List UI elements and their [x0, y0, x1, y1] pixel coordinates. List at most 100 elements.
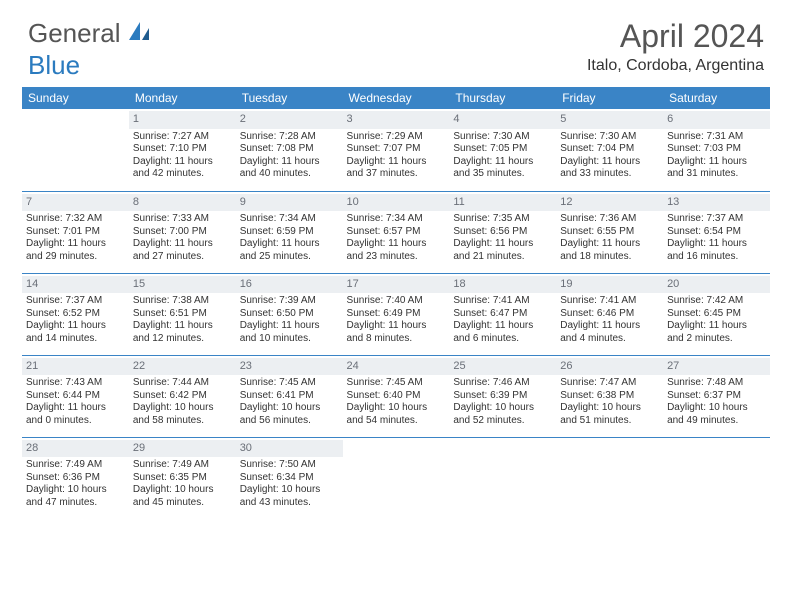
daylight-text: Daylight: 11 hours and 40 minutes. — [240, 156, 339, 181]
weekday-header: Saturday — [663, 87, 770, 109]
sunrise-text: Sunrise: 7:47 AM — [560, 377, 659, 390]
day-number: 19 — [556, 276, 663, 294]
day-number: 29 — [129, 440, 236, 458]
calendar-cell: 18Sunrise: 7:41 AMSunset: 6:47 PMDayligh… — [449, 273, 556, 355]
brand-logo: General — [28, 18, 155, 49]
day-number: 24 — [343, 358, 450, 376]
sunrise-text: Sunrise: 7:34 AM — [347, 213, 446, 226]
sunset-text: Sunset: 6:56 PM — [453, 226, 552, 239]
sunrise-text: Sunrise: 7:41 AM — [453, 295, 552, 308]
calendar-cell: 23Sunrise: 7:45 AMSunset: 6:41 PMDayligh… — [236, 355, 343, 437]
sail-icon — [127, 20, 153, 47]
daylight-text: Daylight: 11 hours and 18 minutes. — [560, 238, 659, 263]
day-number: 3 — [343, 111, 450, 129]
sunset-text: Sunset: 6:57 PM — [347, 226, 446, 239]
daylight-text: Daylight: 11 hours and 10 minutes. — [240, 320, 339, 345]
title-block: April 2024 Italo, Cordoba, Argentina — [587, 18, 764, 75]
sunrise-text: Sunrise: 7:28 AM — [240, 131, 339, 144]
sunrise-text: Sunrise: 7:30 AM — [453, 131, 552, 144]
daylight-text: Daylight: 11 hours and 23 minutes. — [347, 238, 446, 263]
daylight-text: Daylight: 11 hours and 33 minutes. — [560, 156, 659, 181]
sunset-text: Sunset: 7:10 PM — [133, 143, 232, 156]
sunset-text: Sunset: 7:08 PM — [240, 143, 339, 156]
daylight-text: Daylight: 11 hours and 37 minutes. — [347, 156, 446, 181]
sunrise-text: Sunrise: 7:43 AM — [26, 377, 125, 390]
day-number: 28 — [22, 440, 129, 458]
daylight-text: Daylight: 11 hours and 12 minutes. — [133, 320, 232, 345]
sunset-text: Sunset: 6:34 PM — [240, 472, 339, 485]
calendar-cell: 11Sunrise: 7:35 AMSunset: 6:56 PMDayligh… — [449, 191, 556, 273]
daylight-text: Daylight: 10 hours and 51 minutes. — [560, 402, 659, 427]
calendar-cell: 7Sunrise: 7:32 AMSunset: 7:01 PMDaylight… — [22, 191, 129, 273]
weekday-header: Monday — [129, 87, 236, 109]
sunrise-text: Sunrise: 7:37 AM — [667, 213, 766, 226]
sunrise-text: Sunrise: 7:35 AM — [453, 213, 552, 226]
day-number: 14 — [22, 276, 129, 294]
daylight-text: Daylight: 10 hours and 45 minutes. — [133, 484, 232, 509]
calendar-cell — [343, 437, 450, 519]
day-number: 1 — [129, 111, 236, 129]
day-number: 30 — [236, 440, 343, 458]
sunrise-text: Sunrise: 7:34 AM — [240, 213, 339, 226]
daylight-text: Daylight: 11 hours and 0 minutes. — [26, 402, 125, 427]
day-number: 17 — [343, 276, 450, 294]
sunrise-text: Sunrise: 7:41 AM — [560, 295, 659, 308]
sunset-text: Sunset: 6:35 PM — [133, 472, 232, 485]
day-number: 27 — [663, 358, 770, 376]
day-number: 9 — [236, 194, 343, 212]
day-number: 2 — [236, 111, 343, 129]
calendar-cell: 13Sunrise: 7:37 AMSunset: 6:54 PMDayligh… — [663, 191, 770, 273]
sunrise-text: Sunrise: 7:31 AM — [667, 131, 766, 144]
sunrise-text: Sunrise: 7:27 AM — [133, 131, 232, 144]
calendar-cell: 15Sunrise: 7:38 AMSunset: 6:51 PMDayligh… — [129, 273, 236, 355]
sunrise-text: Sunrise: 7:33 AM — [133, 213, 232, 226]
day-number: 13 — [663, 194, 770, 212]
calendar-cell: 4Sunrise: 7:30 AMSunset: 7:05 PMDaylight… — [449, 109, 556, 191]
brand-text-general: General — [28, 18, 121, 49]
sunset-text: Sunset: 7:05 PM — [453, 143, 552, 156]
sunrise-text: Sunrise: 7:49 AM — [26, 459, 125, 472]
sunrise-text: Sunrise: 7:49 AM — [133, 459, 232, 472]
calendar-cell: 28Sunrise: 7:49 AMSunset: 6:36 PMDayligh… — [22, 437, 129, 519]
calendar-cell: 14Sunrise: 7:37 AMSunset: 6:52 PMDayligh… — [22, 273, 129, 355]
weekday-header: Wednesday — [343, 87, 450, 109]
sunrise-text: Sunrise: 7:46 AM — [453, 377, 552, 390]
calendar-cell: 5Sunrise: 7:30 AMSunset: 7:04 PMDaylight… — [556, 109, 663, 191]
sunrise-text: Sunrise: 7:44 AM — [133, 377, 232, 390]
daylight-text: Daylight: 11 hours and 42 minutes. — [133, 156, 232, 181]
daylight-text: Daylight: 10 hours and 43 minutes. — [240, 484, 339, 509]
calendar-cell: 17Sunrise: 7:40 AMSunset: 6:49 PMDayligh… — [343, 273, 450, 355]
calendar-body: 1Sunrise: 7:27 AMSunset: 7:10 PMDaylight… — [22, 109, 770, 519]
month-title: April 2024 — [587, 18, 764, 55]
sunrise-text: Sunrise: 7:37 AM — [26, 295, 125, 308]
sunrise-text: Sunrise: 7:45 AM — [347, 377, 446, 390]
sunset-text: Sunset: 7:07 PM — [347, 143, 446, 156]
day-number: 18 — [449, 276, 556, 294]
calendar-cell — [22, 109, 129, 191]
calendar-cell: 16Sunrise: 7:39 AMSunset: 6:50 PMDayligh… — [236, 273, 343, 355]
daylight-text: Daylight: 11 hours and 29 minutes. — [26, 238, 125, 263]
calendar-cell: 27Sunrise: 7:48 AMSunset: 6:37 PMDayligh… — [663, 355, 770, 437]
weekday-header: Thursday — [449, 87, 556, 109]
calendar-cell: 25Sunrise: 7:46 AMSunset: 6:39 PMDayligh… — [449, 355, 556, 437]
weekday-header: Tuesday — [236, 87, 343, 109]
sunset-text: Sunset: 6:42 PM — [133, 390, 232, 403]
calendar-table: SundayMondayTuesdayWednesdayThursdayFrid… — [22, 87, 770, 519]
calendar-cell — [663, 437, 770, 519]
day-number: 16 — [236, 276, 343, 294]
sunset-text: Sunset: 6:44 PM — [26, 390, 125, 403]
sunrise-text: Sunrise: 7:36 AM — [560, 213, 659, 226]
sunrise-text: Sunrise: 7:38 AM — [133, 295, 232, 308]
day-number: 25 — [449, 358, 556, 376]
day-number: 20 — [663, 276, 770, 294]
calendar-cell: 10Sunrise: 7:34 AMSunset: 6:57 PMDayligh… — [343, 191, 450, 273]
daylight-text: Daylight: 11 hours and 14 minutes. — [26, 320, 125, 345]
daylight-text: Daylight: 10 hours and 58 minutes. — [133, 402, 232, 427]
sunrise-text: Sunrise: 7:48 AM — [667, 377, 766, 390]
day-number: 26 — [556, 358, 663, 376]
weekday-header: Friday — [556, 87, 663, 109]
sunset-text: Sunset: 6:55 PM — [560, 226, 659, 239]
page-header: General April 2024 Italo, Cordoba, Argen… — [0, 0, 792, 81]
location-label: Italo, Cordoba, Argentina — [587, 57, 764, 75]
calendar-cell — [449, 437, 556, 519]
